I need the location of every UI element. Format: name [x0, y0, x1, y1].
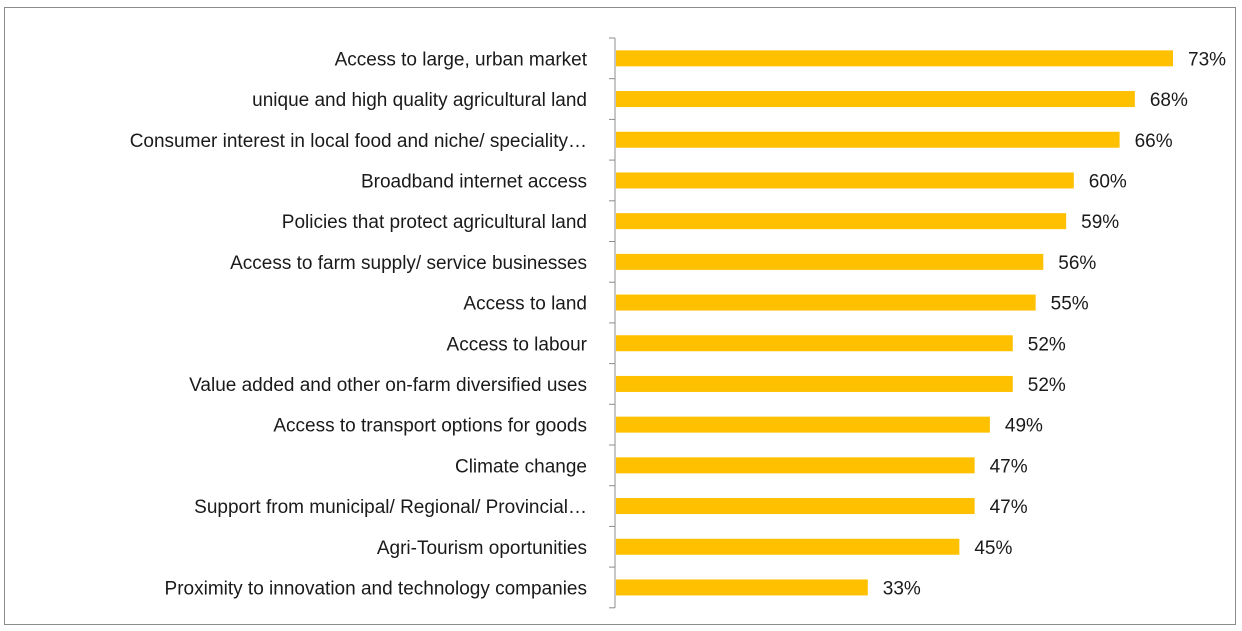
category-label: Policies that protect agricultural land	[282, 212, 587, 233]
bar	[616, 131, 1120, 148]
bar	[616, 335, 1013, 352]
bar	[616, 253, 1044, 270]
bar	[616, 294, 1036, 311]
data-label: 52%	[1028, 375, 1066, 396]
category-label: Access to transport options for goods	[273, 416, 587, 437]
category-label: Access to large, urban market	[335, 49, 588, 70]
category-label: Agri-Tourism oportunities	[377, 538, 587, 559]
data-label: 60%	[1089, 171, 1127, 192]
data-label: 33%	[883, 578, 921, 599]
category-label: Access to land	[463, 294, 587, 315]
category-label: unique and high quality agricultural lan…	[252, 90, 587, 111]
bar	[616, 538, 960, 555]
bar	[616, 416, 990, 433]
data-label: 49%	[1005, 416, 1043, 437]
category-label: Access to labour	[447, 334, 588, 355]
category-label: Access to farm supply/ service businesse…	[230, 253, 587, 274]
data-label: 66%	[1135, 131, 1173, 152]
category-label: Proximity to innovation and technology c…	[165, 578, 587, 599]
category-label: Value added and other on-farm diversifie…	[189, 375, 587, 396]
category-label: Consumer interest in local food and nich…	[130, 131, 587, 152]
data-label: 56%	[1058, 253, 1096, 274]
category-label: Support from municipal/ Regional/ Provin…	[194, 497, 587, 518]
data-label: 52%	[1028, 334, 1066, 355]
data-label: 73%	[1188, 49, 1226, 70]
data-label: 68%	[1150, 90, 1188, 111]
bar	[616, 91, 1135, 108]
bar	[616, 213, 1067, 230]
bar	[616, 50, 1173, 67]
bar	[616, 172, 1074, 189]
data-label: 47%	[990, 497, 1028, 518]
data-label: 47%	[990, 456, 1028, 477]
bar	[616, 457, 975, 474]
data-label: 59%	[1081, 212, 1119, 233]
data-label: 55%	[1051, 294, 1089, 315]
bar	[616, 579, 868, 596]
bar	[616, 498, 975, 515]
chart-frame	[4, 7, 1236, 625]
data-label: 45%	[974, 538, 1012, 559]
category-label: Broadband internet access	[361, 171, 587, 192]
bar	[616, 375, 1013, 392]
category-label: Climate change	[455, 456, 587, 477]
